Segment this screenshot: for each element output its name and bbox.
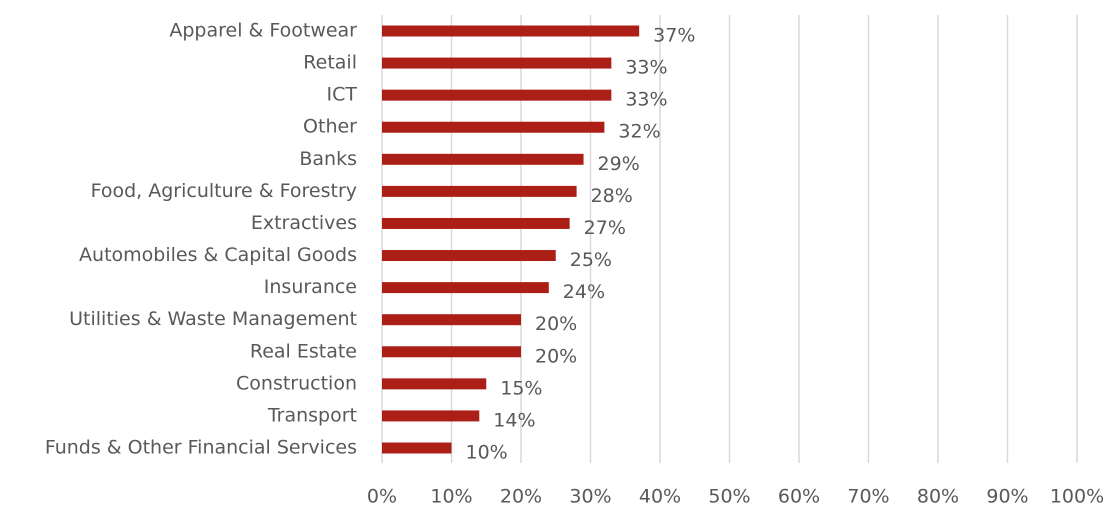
category-label: Apparel & Footwear	[169, 20, 357, 42]
data-label: 27%	[584, 217, 626, 239]
bar	[382, 250, 556, 262]
data-label: 33%	[625, 57, 667, 79]
category-label: Food, Agriculture & Forestry	[91, 180, 357, 202]
data-label: 25%	[570, 249, 612, 271]
bar	[382, 282, 549, 294]
bar	[382, 121, 605, 133]
bar	[382, 442, 452, 454]
x-tick-label: 50%	[708, 486, 750, 508]
category-label: Real Estate	[250, 340, 357, 362]
category-label: Construction	[236, 372, 357, 394]
category-label: ICT	[327, 84, 358, 106]
data-label: 33%	[625, 89, 667, 111]
x-tick-label: 30%	[569, 486, 611, 508]
category-label: Extractives	[251, 212, 357, 234]
category-label: Insurance	[264, 276, 357, 298]
bar	[382, 410, 480, 422]
bar	[382, 185, 577, 197]
x-tick-label: 60%	[778, 486, 820, 508]
x-tick-label: 10%	[430, 486, 472, 508]
data-label: 24%	[563, 281, 605, 303]
bar	[382, 153, 584, 165]
data-label: 37%	[653, 25, 695, 47]
bar	[382, 314, 521, 326]
x-tick-label: 90%	[986, 486, 1028, 508]
bar	[382, 217, 570, 229]
data-label: 28%	[591, 185, 633, 207]
data-label: 10%	[466, 442, 508, 464]
data-label: 14%	[493, 409, 535, 431]
x-tick-label: 80%	[917, 486, 959, 508]
x-tick-label: 100%	[1050, 486, 1104, 508]
bar	[382, 25, 640, 37]
category-label: Transport	[267, 404, 357, 426]
data-label: 29%	[598, 153, 640, 175]
bar	[382, 378, 487, 390]
data-label: 20%	[535, 313, 577, 335]
category-label: Utilities & Waste Management	[69, 308, 357, 330]
bar	[382, 346, 521, 358]
category-label: Retail	[303, 52, 357, 74]
x-tick-label: 40%	[639, 486, 681, 508]
category-label: Funds & Other Financial Services	[45, 437, 357, 459]
bar	[382, 57, 612, 69]
category-label: Banks	[299, 148, 357, 170]
x-tick-label: 20%	[500, 486, 542, 508]
category-label: Other	[303, 116, 357, 138]
data-label: 20%	[535, 345, 577, 367]
data-label: 15%	[500, 377, 542, 399]
data-label: 32%	[618, 121, 660, 143]
bar	[382, 89, 612, 101]
category-label: Automobiles & Capital Goods	[79, 244, 357, 266]
x-tick-label: 0%	[367, 486, 397, 508]
x-tick-label: 70%	[847, 486, 889, 508]
